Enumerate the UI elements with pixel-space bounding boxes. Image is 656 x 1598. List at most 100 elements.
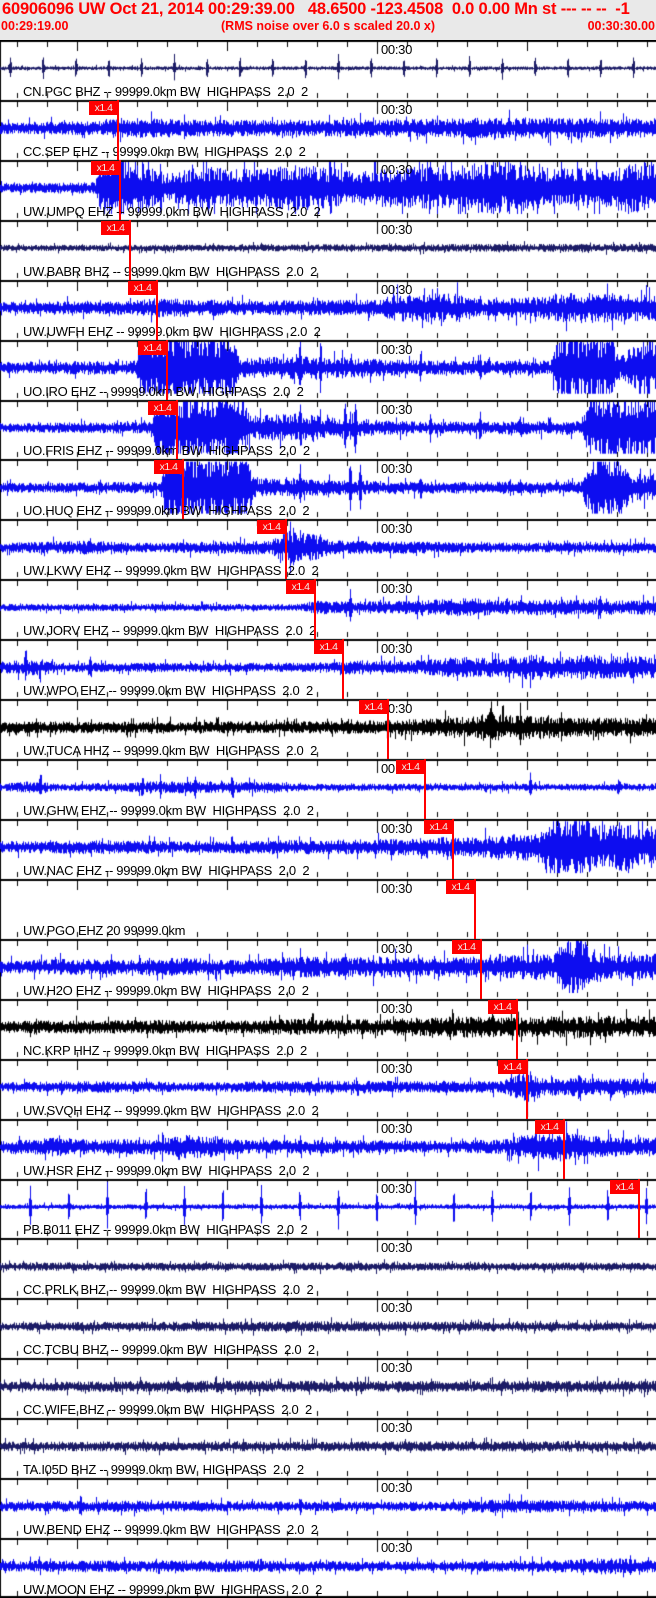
pick-scale-badge[interactable]: x1.4 [128,280,157,295]
pick-line[interactable] [176,399,178,460]
time-tick-label: 00:30 [381,940,413,956]
time-tick-label: 00:30 [381,161,413,177]
trace-block[interactable]: 00:30 UW.WPO EHZ -- 99999.0km BW HIGHPAS… [0,639,656,700]
pick-line[interactable] [129,219,131,280]
station-label: CC.SEP EHZ -- 99999.0km BW HIGHPASS 2.0 … [23,143,306,159]
pick-line[interactable] [314,579,316,640]
trace-block[interactable]: 00:30 CC.SEP EHZ -- 99999.0km BW HIGHPAS… [0,99,656,160]
window-start-time: 00:29:19.00 [1,19,69,33]
pick-line[interactable] [516,998,518,1059]
station-label: UW.SVQH EHZ -- 99999.0km BW HIGHPASS 2.0… [23,1102,319,1118]
time-tick-label: 00:30 [381,1540,413,1556]
pick-scale-badge[interactable]: x1.4 [89,100,118,115]
trace-block[interactable]: 00:30 CC.PRLK BHZ -- 99999.0km BW HIGHPA… [0,1238,656,1298]
pick-scale-badge[interactable]: x1.4 [535,1119,564,1134]
trace-block[interactable]: 00:30 UW.TUCA HHZ -- 99999.0km BW HIGHPA… [0,699,656,760]
trace-block[interactable]: 00:30 UW.BEND EHZ -- 99999.0km BW HIGHPA… [0,1478,656,1538]
pick-line[interactable] [424,759,426,819]
trace-block[interactable]: 00:30 UW.H2O EHZ -- 99999.0km BW HIGHPAS… [0,938,656,999]
trace-block[interactable]: 00:30 UW.HSR EHZ -- 99999.0km BW HIGHPAS… [0,1118,656,1179]
pick-line[interactable] [638,1178,640,1239]
station-label: UW.TUCA HHZ -- 99999.0km BW HIGHPASS 2.0… [23,743,318,759]
pick-scale-badge[interactable]: x1.4 [359,700,388,715]
pick-scale-badge[interactable]: x1.4 [257,520,286,535]
time-tick-label: 00:30 [381,341,413,357]
pick-line[interactable] [452,819,454,879]
station-label: UW.HSR EHZ -- 99999.0km BW HIGHPASS 2.0 … [23,1162,310,1178]
station-label: UW.PGO EHZ 20 99999.0km [23,922,186,938]
event-header: 60906096 UW Oct 21, 2014 00:29:39.00 48.… [0,0,656,40]
trace-block[interactable]: 00:30 UO.IRO EHZ -- 99999.0km BW HIGHPAS… [0,339,656,400]
pick-line[interactable] [480,938,482,999]
pick-scale-badge[interactable]: x1.4 [148,400,177,415]
station-label: UW.H2O EHZ -- 99999.0km BW HIGHPASS 2.0 … [23,982,309,998]
pick-line[interactable] [474,878,476,939]
trace-block[interactable]: 00:30 TA.I05D BHZ -- 99999.0km BW HIGHPA… [0,1418,656,1478]
station-label: NC.KRP HHZ -- 99999.0km BW HIGHPASS 2.0 … [23,1042,307,1058]
pick-scale-badge[interactable]: x1.4 [286,580,315,595]
trace-block[interactable]: 00:30 UW.UMPQ EHZ -- 99999.0km BW HIGHPA… [0,159,656,220]
station-label: UW.GHW EHZ -- 99999.0km BW HIGHPASS 2.0 … [23,802,314,818]
pick-scale-badge[interactable]: x1.4 [610,1179,639,1194]
trace-block[interactable]: 00:30 UW.LKWV EHZ -- 99999.0km BW HIGHPA… [0,519,656,580]
trace-block[interactable]: 00:30 CN.PGC BHZ -- 99999.0km BW HIGHPAS… [0,40,656,100]
pick-scale-badge[interactable]: x1.4 [424,820,453,834]
trace-block[interactable]: 00:30 UO.FRIS EHZ -- 99999.0km BW HIGHPA… [0,399,656,460]
time-tick-label: 00:30 [381,641,413,657]
trace-block[interactable]: 00:30 UO.HUQ EHZ -- 99999.0km BW HIGHPAS… [0,459,656,520]
station-label: UW.UMPQ EHZ -- 99999.0km BW HIGHPASS 2.0… [23,203,321,219]
trace-block[interactable]: 00:30 NC.KRP HHZ -- 99999.0km BW HIGHPAS… [0,998,656,1059]
trace-area: 00:30 CN.PGC BHZ -- 99999.0km BW HIGHPAS… [0,40,656,1598]
pick-line[interactable] [182,459,184,520]
pick-scale-badge[interactable]: x1.4 [101,220,130,235]
pick-line[interactable] [342,639,344,700]
time-tick-label: 00:30 [381,821,413,836]
trace-block[interactable]: 00:30 PB.B011 EHZ -- 99999.0km BW HIGHPA… [0,1178,656,1239]
station-label: UO.IRO EHZ -- 99999.0km BW HIGHPASS 2.0 … [23,383,304,399]
station-label: CC.TCBU BHZ -- 99999.0km BW HIGHPASS 2.0… [23,1342,315,1358]
station-label: UW.BEND EHZ -- 99999.0km BW HIGHPASS 2.0… [23,1522,318,1538]
pick-line[interactable] [526,1058,528,1119]
trace-block[interactable]: 00:30 UW.JORV EHZ -- 99999.0km BW HIGHPA… [0,579,656,640]
trace-block[interactable]: 00:30 CC.WIFE BHZ -- 99999.0km BW HIGHPA… [0,1358,656,1418]
pick-scale-badge[interactable]: x1.4 [488,999,517,1014]
pick-scale-badge[interactable]: x1.4 [396,760,425,775]
pick-line[interactable] [166,339,168,400]
time-tick-label: 00:30 [381,1420,413,1436]
trace-block[interactable]: 00:30 CC.TCBU BHZ -- 99999.0km BW HIGHPA… [0,1298,656,1358]
pick-line[interactable] [156,279,158,340]
station-label: UO.FRIS EHZ -- 99999.0km BW HIGHPASS 2.0… [23,443,310,459]
station-label: UW.MOON EHZ -- 99999.0km BW HIGHPASS 2.0… [23,1581,323,1597]
station-label: UW.LKWV EHZ -- 99999.0km BW HIGHPASS 2.0… [23,563,319,579]
station-label: TA.I05D BHZ -- 99999.0km BW HIGHPASS 2.0… [23,1462,304,1478]
station-label: CN.PGC BHZ -- 99999.0km BW HIGHPASS 2.0 … [23,83,308,99]
pick-line[interactable] [563,1118,565,1179]
station-label: UW.UWFH EHZ -- 99999.0km BW HIGHPASS 2.0… [23,323,321,339]
pick-line[interactable] [119,159,121,220]
event-summary: 60906096 UW Oct 21, 2014 00:29:39.00 48.… [2,0,630,18]
trace-block[interactable]: 00:30 UW.UWFH EHZ -- 99999.0km BW HIGHPA… [0,279,656,340]
trace-block[interactable]: 00:30 UW.SVQH EHZ -- 99999.0km BW HIGHPA… [0,1058,656,1119]
pick-scale-badge[interactable]: x1.4 [91,160,120,175]
pick-scale-badge[interactable]: x1.4 [446,879,475,894]
trace-block[interactable]: 00:30 UW.BABR BHZ -- 99999.0km BW HIGHPA… [0,219,656,280]
time-tick-label: 00:30 [381,1480,413,1496]
trace-block[interactable]: 00:30 UW.MOON EHZ -- 99999.0km BW HIGHPA… [0,1538,656,1598]
trace-block[interactable]: 00:30 UW.NAC EHZ -- 99999.0km BW HIGHPAS… [0,819,656,879]
station-label: UO.HUQ EHZ -- 99999.0km BW HIGHPASS 2.0 … [23,503,310,519]
pick-scale-badge[interactable]: x1.4 [138,340,167,355]
waveform-canvas[interactable] [0,40,656,1598]
pick-scale-badge[interactable]: x1.4 [498,1059,527,1074]
time-tick-label: 00:30 [381,1300,413,1316]
time-tick-label: 00:30 [381,521,413,537]
pick-line[interactable] [285,519,287,580]
station-label: UW.NAC EHZ -- 99999.0km BW HIGHPASS 2.0 … [23,862,310,878]
trace-block[interactable]: 00:30 UW.GHW EHZ -- 99999.0km BW HIGHPAS… [0,759,656,819]
trace-block[interactable]: 00:30 UW.PGO EHZ 20 99999.0km x1.4 [0,878,656,939]
pick-scale-badge[interactable]: x1.4 [314,640,343,655]
pick-line[interactable] [387,699,389,760]
pick-scale-badge[interactable]: x1.4 [452,939,481,954]
pick-line[interactable] [117,99,119,160]
pick-scale-badge[interactable]: x1.4 [154,460,183,475]
